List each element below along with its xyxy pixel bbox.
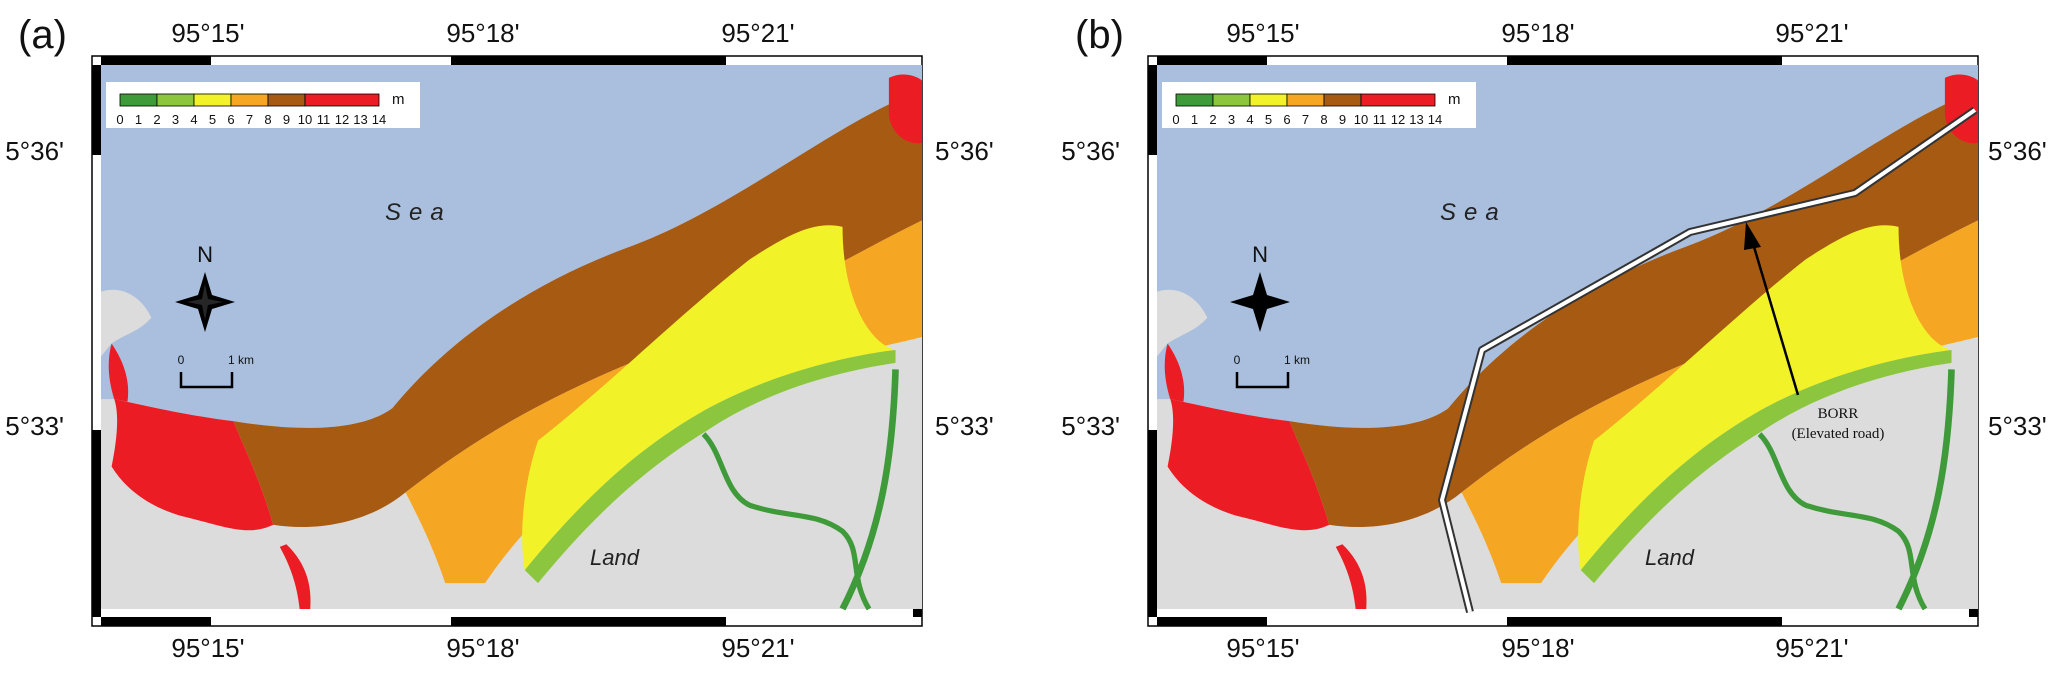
legend-tick: 7 [1302,112,1309,127]
legend-tick: 2 [153,112,160,127]
lat-tick-left-2: 5°33' [5,411,64,441]
legend-tick: 8 [1320,112,1327,127]
scale-bar-a: 0 1 km [178,353,254,389]
elevation-legend-b: m 0 1 2 3 4 5 6 7 8 9 10 11 12 13 14 [1162,82,1476,128]
lat-tick-right-2b: 5°33' [1988,411,2047,441]
legend-tick: 11 [1373,112,1387,127]
legend-tick: 3 [1228,112,1235,127]
land-label-b: Land [1645,545,1695,570]
legend-tick: 6 [227,112,234,127]
legend-unit-a: m [392,91,405,108]
lat-tick-right-1: 5°36' [935,136,994,166]
lon-tick-bottom-2b: 95°18' [1501,633,1574,663]
annotation-borr: BORR [1818,406,1859,422]
legend-tick: 12 [1391,112,1405,127]
lat-tick-right-1b: 5°36' [1988,136,2047,166]
panel-label-a: (a) [18,13,67,57]
panel-label-b: (b) [1075,13,1124,57]
elevation-map-a [101,65,922,609]
scale-zero-a: 0 [178,353,185,367]
legend-tick: 1 [135,112,142,127]
north-label-a: N [197,242,213,267]
legend-tick: 9 [1339,112,1346,127]
annotation-elevated-road: (Elevated road) [1792,426,1885,442]
north-arrow-icon-b: N [1230,242,1290,332]
lat-tick-right-2: 5°33' [935,411,994,441]
legend-tick: 10 [1354,112,1368,127]
panel-b: (b) 95°15' 95°18' 95°21' 95°15' 95°18' 9… [1061,13,2047,663]
legend-tick: 5 [209,112,216,127]
legend-tick: 1 [1191,112,1198,127]
sea-label-b: Sea [1440,199,1507,226]
legend-unit-b: m [1448,91,1461,108]
lon-tick-bottom-3: 95°21' [721,633,794,663]
legend-tick: 0 [116,112,123,127]
lon-tick-top-3b: 95°21' [1775,18,1848,48]
elevation-legend-a: m 0 1 2 3 4 5 6 7 8 9 10 11 12 13 14 [106,82,420,128]
lat-tick-left-1: 5°36' [5,136,64,166]
north-label-b: N [1252,242,1268,267]
legend-tick: 8 [264,112,271,127]
legend-tick: 10 [298,112,312,127]
lon-tick-top-1b: 95°15' [1226,18,1299,48]
legend-tick: 3 [172,112,179,127]
lat-tick-left-2b: 5°33' [1061,411,1120,441]
legend-tick: 0 [1172,112,1179,127]
lon-tick-top-2: 95°18' [446,18,519,48]
legend-tick: 9 [283,112,290,127]
lon-tick-top-3: 95°21' [721,18,794,48]
lon-tick-top-1: 95°15' [171,18,244,48]
legend-tick: 14 [372,112,386,127]
legend-tick: 4 [1246,112,1253,127]
legend-tick: 5 [1265,112,1272,127]
lon-tick-bottom-1b: 95°15' [1226,633,1299,663]
lon-tick-bottom-1: 95°15' [171,633,244,663]
land-label-a: Land [590,545,640,570]
panel-a: (a) 95°15' 95°18' 95°21' 95°15' 95°18' 9… [5,13,994,663]
elevation-map-b [1157,65,1978,609]
legend-tick: 13 [353,112,367,127]
sea-label-a: Sea [385,199,452,226]
legend-tick: 11 [317,112,331,127]
legend-tick: 4 [190,112,197,127]
scale-km-b: 1 km [1284,353,1310,367]
lon-tick-top-2b: 95°18' [1501,18,1574,48]
legend-tick: 2 [1209,112,1216,127]
legend-tick: 6 [1283,112,1290,127]
legend-tick: 14 [1428,112,1442,127]
lon-tick-bottom-3b: 95°21' [1775,633,1848,663]
legend-tick: 12 [335,112,349,127]
north-arrow-icon-a: N [175,242,235,332]
scale-bar-b: 0 1 km [1234,353,1310,389]
lat-tick-left-1b: 5°36' [1061,136,1120,166]
legend-tick: 13 [1409,112,1423,127]
annotation-arrow-icon [1744,222,1800,396]
lon-tick-bottom-2: 95°18' [446,633,519,663]
legend-tick: 7 [246,112,253,127]
scale-km-a: 1 km [228,353,254,367]
scale-zero-b: 0 [1234,353,1241,367]
